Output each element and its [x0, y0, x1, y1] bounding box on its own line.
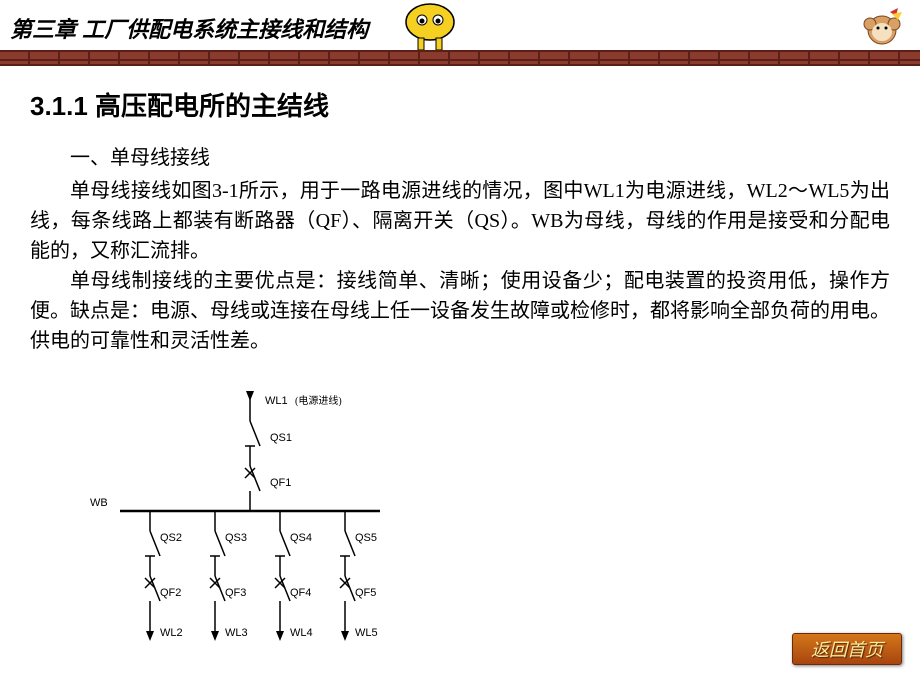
svg-text:WL3: WL3 [225, 627, 248, 639]
feeder-4: QS5 QF5 WL5 [340, 511, 378, 641]
return-home-button[interactable]: 返回首页 [792, 633, 902, 665]
chapter-title: 第三章 工厂供配电系统主接线和结构 [10, 12, 368, 44]
feeder-1: QS2 QF2 WL2 [145, 511, 183, 641]
return-button-label: 返回首页 [811, 636, 883, 662]
svg-text:WL4: WL4 [290, 627, 313, 639]
svg-text:QF3: QF3 [225, 587, 246, 599]
svg-text:WL2: WL2 [160, 627, 183, 639]
svg-text:QF5: QF5 [355, 587, 376, 599]
wl1-label: WL1 [265, 395, 288, 407]
section-title: 3.1.1 高压配电所的主结线 [30, 86, 890, 123]
svg-text:WL5: WL5 [355, 627, 378, 639]
paragraph-1: 单母线接线如图3-1所示，用于一路电源进线的情况，图中WL1为电源进线，WL2～… [30, 176, 890, 266]
mascot-monkey-icon [860, 8, 905, 48]
svg-text:QF2: QF2 [160, 587, 181, 599]
mascot-yellow-icon [400, 2, 460, 50]
svg-text:QF4: QF4 [290, 587, 311, 599]
qs1-label: QS1 [270, 432, 292, 444]
subtitle: 一、单母线接线 [70, 141, 890, 170]
wl1-note: (电源进线) [295, 394, 342, 407]
svg-text:QS5: QS5 [355, 532, 377, 544]
feeder-3: QS4 QF4 WL4 [275, 511, 313, 641]
svg-text:QS3: QS3 [225, 532, 247, 544]
feeder-2: QS3 QF3 WL3 [210, 511, 248, 641]
brick-divider [0, 50, 920, 66]
slide-header: 第三章 工厂供配电系统主接线和结构 [0, 0, 920, 50]
wb-label: WB [90, 497, 108, 509]
paragraph-2: 单母线制接线的主要优点是：接线简单、清晰；使用设备少；配电装置的投资用低，操作方… [30, 266, 890, 356]
svg-text:QS2: QS2 [160, 532, 182, 544]
slide-content: 3.1.1 高压配电所的主结线 一、单母线接线 单母线接线如图3-1所示，用于一… [0, 66, 920, 671]
svg-text:QS4: QS4 [290, 532, 312, 544]
single-busbar-schematic: WL1 (电源进线) QS1 QF1 WB QS2 [80, 386, 420, 666]
circuit-diagram: WL1 (电源进线) QS1 QF1 WB QS2 [80, 386, 890, 671]
qf1-label: QF1 [270, 477, 291, 489]
